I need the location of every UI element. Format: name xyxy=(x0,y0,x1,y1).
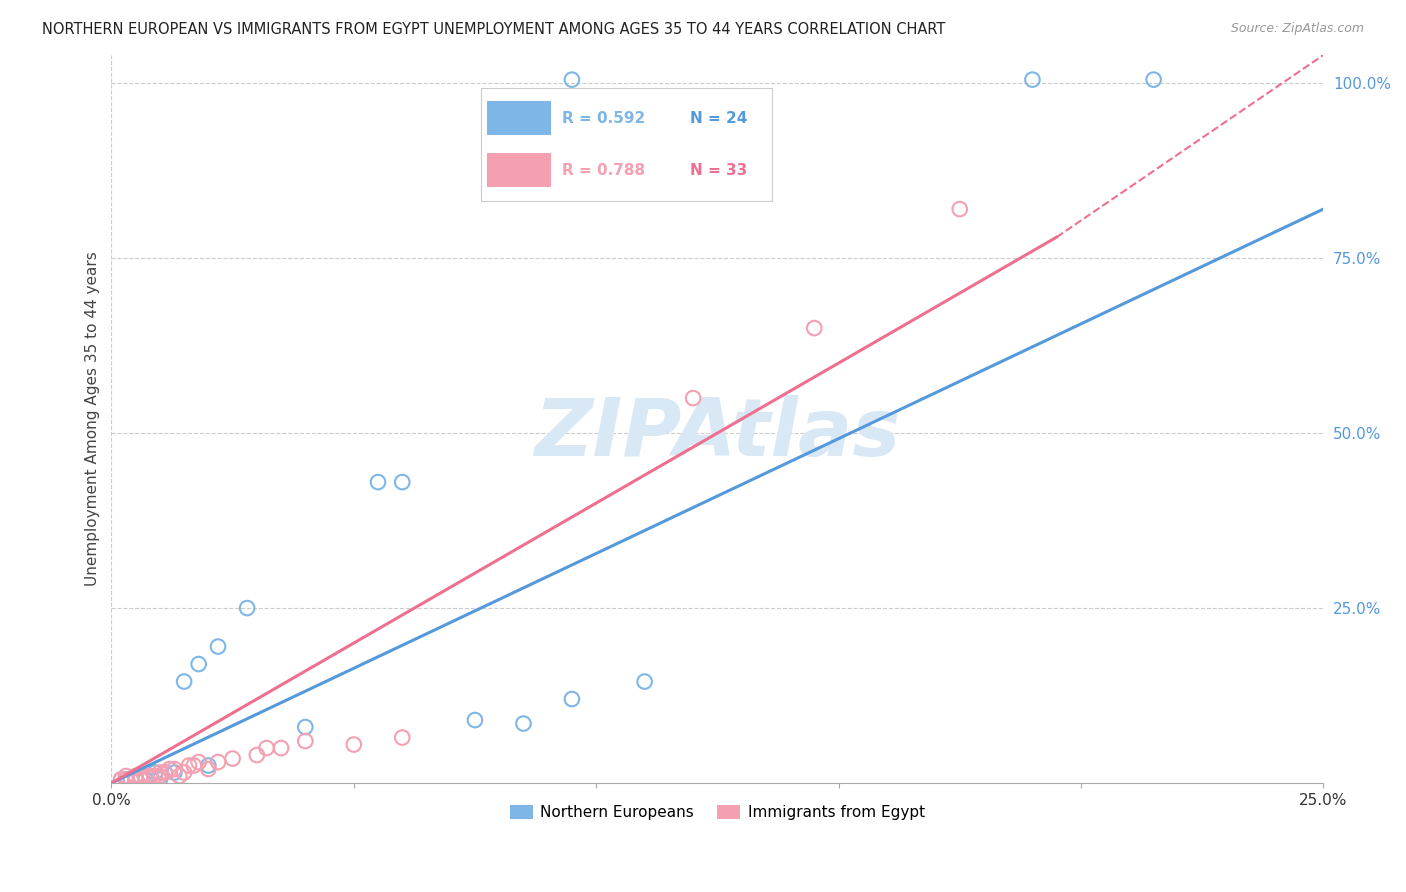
Point xyxy=(221,751,243,765)
Point xyxy=(246,747,269,762)
Point xyxy=(561,72,583,87)
Point xyxy=(110,772,132,787)
Point xyxy=(153,765,176,780)
Point xyxy=(803,321,825,335)
Point xyxy=(139,769,162,783)
Point xyxy=(464,713,486,727)
Text: NORTHERN EUROPEAN VS IMMIGRANTS FROM EGYPT UNEMPLOYMENT AMONG AGES 35 TO 44 YEAR: NORTHERN EUROPEAN VS IMMIGRANTS FROM EGY… xyxy=(42,22,946,37)
Point xyxy=(120,772,142,787)
Point xyxy=(177,758,200,772)
Point xyxy=(391,731,413,745)
Point xyxy=(124,769,146,783)
Point xyxy=(183,758,205,772)
Point xyxy=(129,772,152,787)
Point xyxy=(163,765,186,780)
Point xyxy=(682,391,704,405)
Point xyxy=(270,741,292,756)
Point xyxy=(169,769,191,783)
Point xyxy=(294,734,316,748)
Text: Source: ZipAtlas.com: Source: ZipAtlas.com xyxy=(1230,22,1364,36)
Point xyxy=(391,475,413,489)
Point xyxy=(163,762,186,776)
Point xyxy=(256,741,278,756)
Point xyxy=(294,720,316,734)
Point xyxy=(1021,72,1043,87)
Point xyxy=(173,674,195,689)
Point xyxy=(949,202,972,216)
Point xyxy=(197,762,219,776)
Point xyxy=(561,692,583,706)
Point xyxy=(143,765,166,780)
Legend: Northern Europeans, Immigrants from Egypt: Northern Europeans, Immigrants from Egyp… xyxy=(503,799,931,826)
Point xyxy=(633,674,655,689)
Point xyxy=(120,772,142,787)
Point xyxy=(343,738,366,752)
Text: ZIPAtlas: ZIPAtlas xyxy=(534,394,900,473)
Point xyxy=(197,758,219,772)
Point xyxy=(124,772,146,787)
Point xyxy=(143,769,166,783)
Point xyxy=(115,772,138,787)
Point xyxy=(129,769,152,783)
Point xyxy=(207,755,229,769)
Point xyxy=(115,769,138,783)
Point xyxy=(139,769,162,783)
Point xyxy=(129,769,152,783)
Point xyxy=(134,772,156,787)
Point xyxy=(236,601,259,615)
Point xyxy=(187,755,209,769)
Point xyxy=(1142,72,1164,87)
Point xyxy=(207,640,229,654)
Point xyxy=(187,657,209,671)
Point xyxy=(173,765,195,780)
Point xyxy=(115,772,138,787)
Point xyxy=(149,772,172,787)
Y-axis label: Unemployment Among Ages 35 to 44 years: Unemployment Among Ages 35 to 44 years xyxy=(86,252,100,586)
Point xyxy=(153,765,176,780)
Point xyxy=(149,769,172,783)
Point xyxy=(512,716,534,731)
Point xyxy=(149,765,172,780)
Point xyxy=(124,772,146,787)
Point xyxy=(110,772,132,787)
Point xyxy=(367,475,389,489)
Point xyxy=(134,769,156,783)
Point xyxy=(159,762,181,776)
